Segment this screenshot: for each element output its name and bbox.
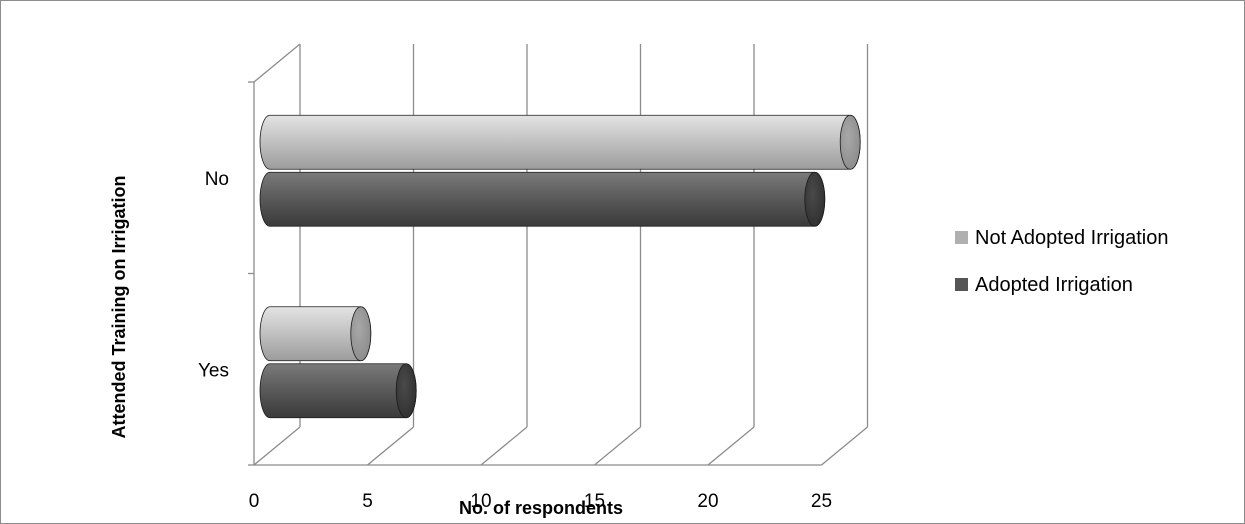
bar-end-cap (395, 363, 417, 419)
gridlines (253, 44, 869, 466)
x-tick-label: 15 (584, 491, 605, 512)
floor-gridline (367, 426, 414, 466)
floor-gridline (253, 426, 301, 466)
legend-swatch (955, 231, 968, 244)
axes (248, 43, 822, 466)
bar (259, 171, 826, 227)
legend-label: Adopted Irrigation (975, 274, 1133, 296)
bar-end-cap (839, 114, 861, 170)
x-tick-label: 0 (249, 491, 260, 512)
x-axis-title: No. of respondents (459, 498, 623, 518)
category-labels: No Yes (198, 169, 229, 382)
bar (259, 114, 861, 170)
bar-body (259, 114, 861, 170)
x-tick-label: 20 (697, 491, 718, 512)
floor-gridline (707, 426, 755, 466)
bars (259, 114, 861, 419)
y-axis-title: Attended Training on Irrigation (109, 176, 129, 439)
floor-gridline (480, 426, 528, 466)
legend: Not Adopted Irrigation Adopted Irrigation (955, 227, 1168, 296)
x-tick-labels: 0 5 10 15 20 25 (249, 491, 832, 512)
bar (259, 363, 417, 419)
category-label: Yes (198, 360, 229, 381)
bar-end-cap (350, 306, 372, 362)
x-tick-label: 10 (470, 491, 491, 512)
legend-item: Not Adopted Irrigation (955, 227, 1168, 249)
legend-item: Adopted Irrigation (955, 274, 1133, 296)
category-label: No (205, 169, 229, 190)
floor-gridline (594, 426, 641, 466)
bar-body (259, 363, 417, 419)
x-tick-label: 5 (362, 491, 373, 512)
legend-swatch (955, 278, 968, 291)
bar (259, 306, 372, 362)
bar-end-cap (804, 171, 826, 227)
bar-body (259, 171, 826, 227)
floor-gridline (821, 426, 868, 466)
wall-edge (253, 43, 301, 83)
legend-label: Not Adopted Irrigation (975, 227, 1168, 249)
x-tick-label: 25 (811, 491, 832, 512)
